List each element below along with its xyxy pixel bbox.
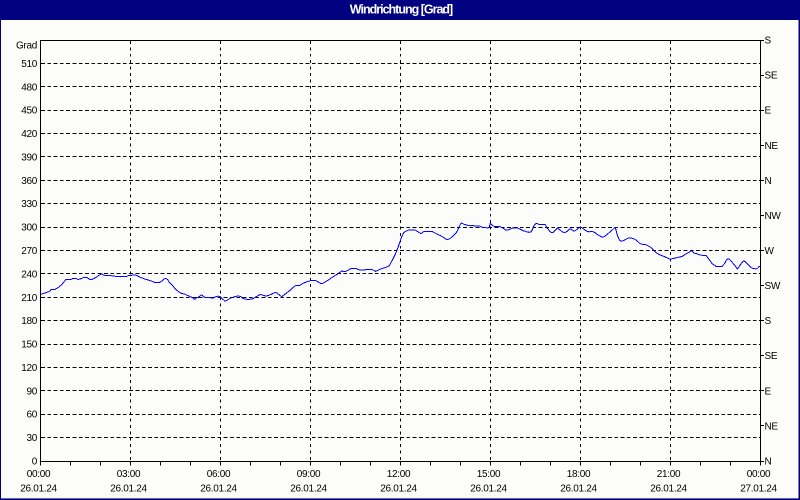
- svg-text:S: S: [765, 316, 772, 327]
- svg-text:150: 150: [21, 340, 38, 351]
- svg-text:21:00: 21:00: [657, 469, 681, 480]
- svg-text:480: 480: [21, 82, 38, 93]
- svg-text:Grad: Grad: [16, 41, 37, 52]
- svg-text:12:00: 12:00: [387, 469, 411, 480]
- svg-text:NE: NE: [765, 421, 779, 432]
- svg-text:180: 180: [21, 316, 38, 327]
- svg-text:00:00: 00:00: [747, 469, 771, 480]
- svg-text:NW: NW: [765, 211, 782, 222]
- svg-text:N: N: [765, 176, 772, 187]
- svg-text:270: 270: [21, 246, 38, 257]
- svg-text:SE: SE: [765, 351, 778, 362]
- svg-text:90: 90: [26, 386, 37, 397]
- svg-text:NE: NE: [765, 141, 779, 152]
- svg-text:00:00: 00:00: [27, 469, 51, 480]
- svg-text:26.01.24: 26.01.24: [110, 484, 147, 495]
- svg-text:06:00: 06:00: [207, 469, 231, 480]
- svg-text:26.01.24: 26.01.24: [650, 484, 687, 495]
- svg-text:26.01.24: 26.01.24: [560, 484, 597, 495]
- svg-text:360: 360: [21, 176, 38, 187]
- svg-text:30: 30: [26, 433, 37, 444]
- svg-text:27.01.24: 27.01.24: [740, 484, 777, 495]
- svg-text:210: 210: [21, 293, 38, 304]
- svg-text:300: 300: [21, 223, 38, 234]
- svg-text:390: 390: [21, 152, 38, 163]
- svg-text:SE: SE: [765, 71, 778, 82]
- svg-text:26.01.24: 26.01.24: [290, 484, 327, 495]
- svg-text:03:00: 03:00: [117, 469, 141, 480]
- svg-text:W: W: [765, 246, 775, 257]
- svg-text:240: 240: [21, 269, 38, 280]
- svg-text:S: S: [765, 36, 772, 47]
- svg-text:09:00: 09:00: [297, 469, 321, 480]
- svg-text:420: 420: [21, 129, 38, 140]
- svg-text:E: E: [765, 386, 772, 397]
- svg-text:510: 510: [21, 59, 38, 70]
- svg-text:120: 120: [21, 363, 38, 374]
- svg-text:330: 330: [21, 199, 38, 210]
- svg-text:26.01.24: 26.01.24: [470, 484, 507, 495]
- svg-text:26.01.24: 26.01.24: [20, 484, 57, 495]
- svg-text:26.01.24: 26.01.24: [380, 484, 417, 495]
- svg-text:15:00: 15:00: [477, 469, 501, 480]
- svg-text:450: 450: [21, 106, 38, 117]
- svg-text:Windrichtung [Grad]: Windrichtung [Grad]: [350, 3, 453, 17]
- svg-text:E: E: [765, 106, 772, 117]
- svg-text:N: N: [765, 457, 772, 468]
- svg-text:18:00: 18:00: [567, 469, 591, 480]
- svg-text:26.01.24: 26.01.24: [200, 484, 237, 495]
- svg-text:60: 60: [26, 410, 37, 421]
- svg-text:0: 0: [32, 457, 38, 468]
- svg-text:SW: SW: [765, 281, 781, 292]
